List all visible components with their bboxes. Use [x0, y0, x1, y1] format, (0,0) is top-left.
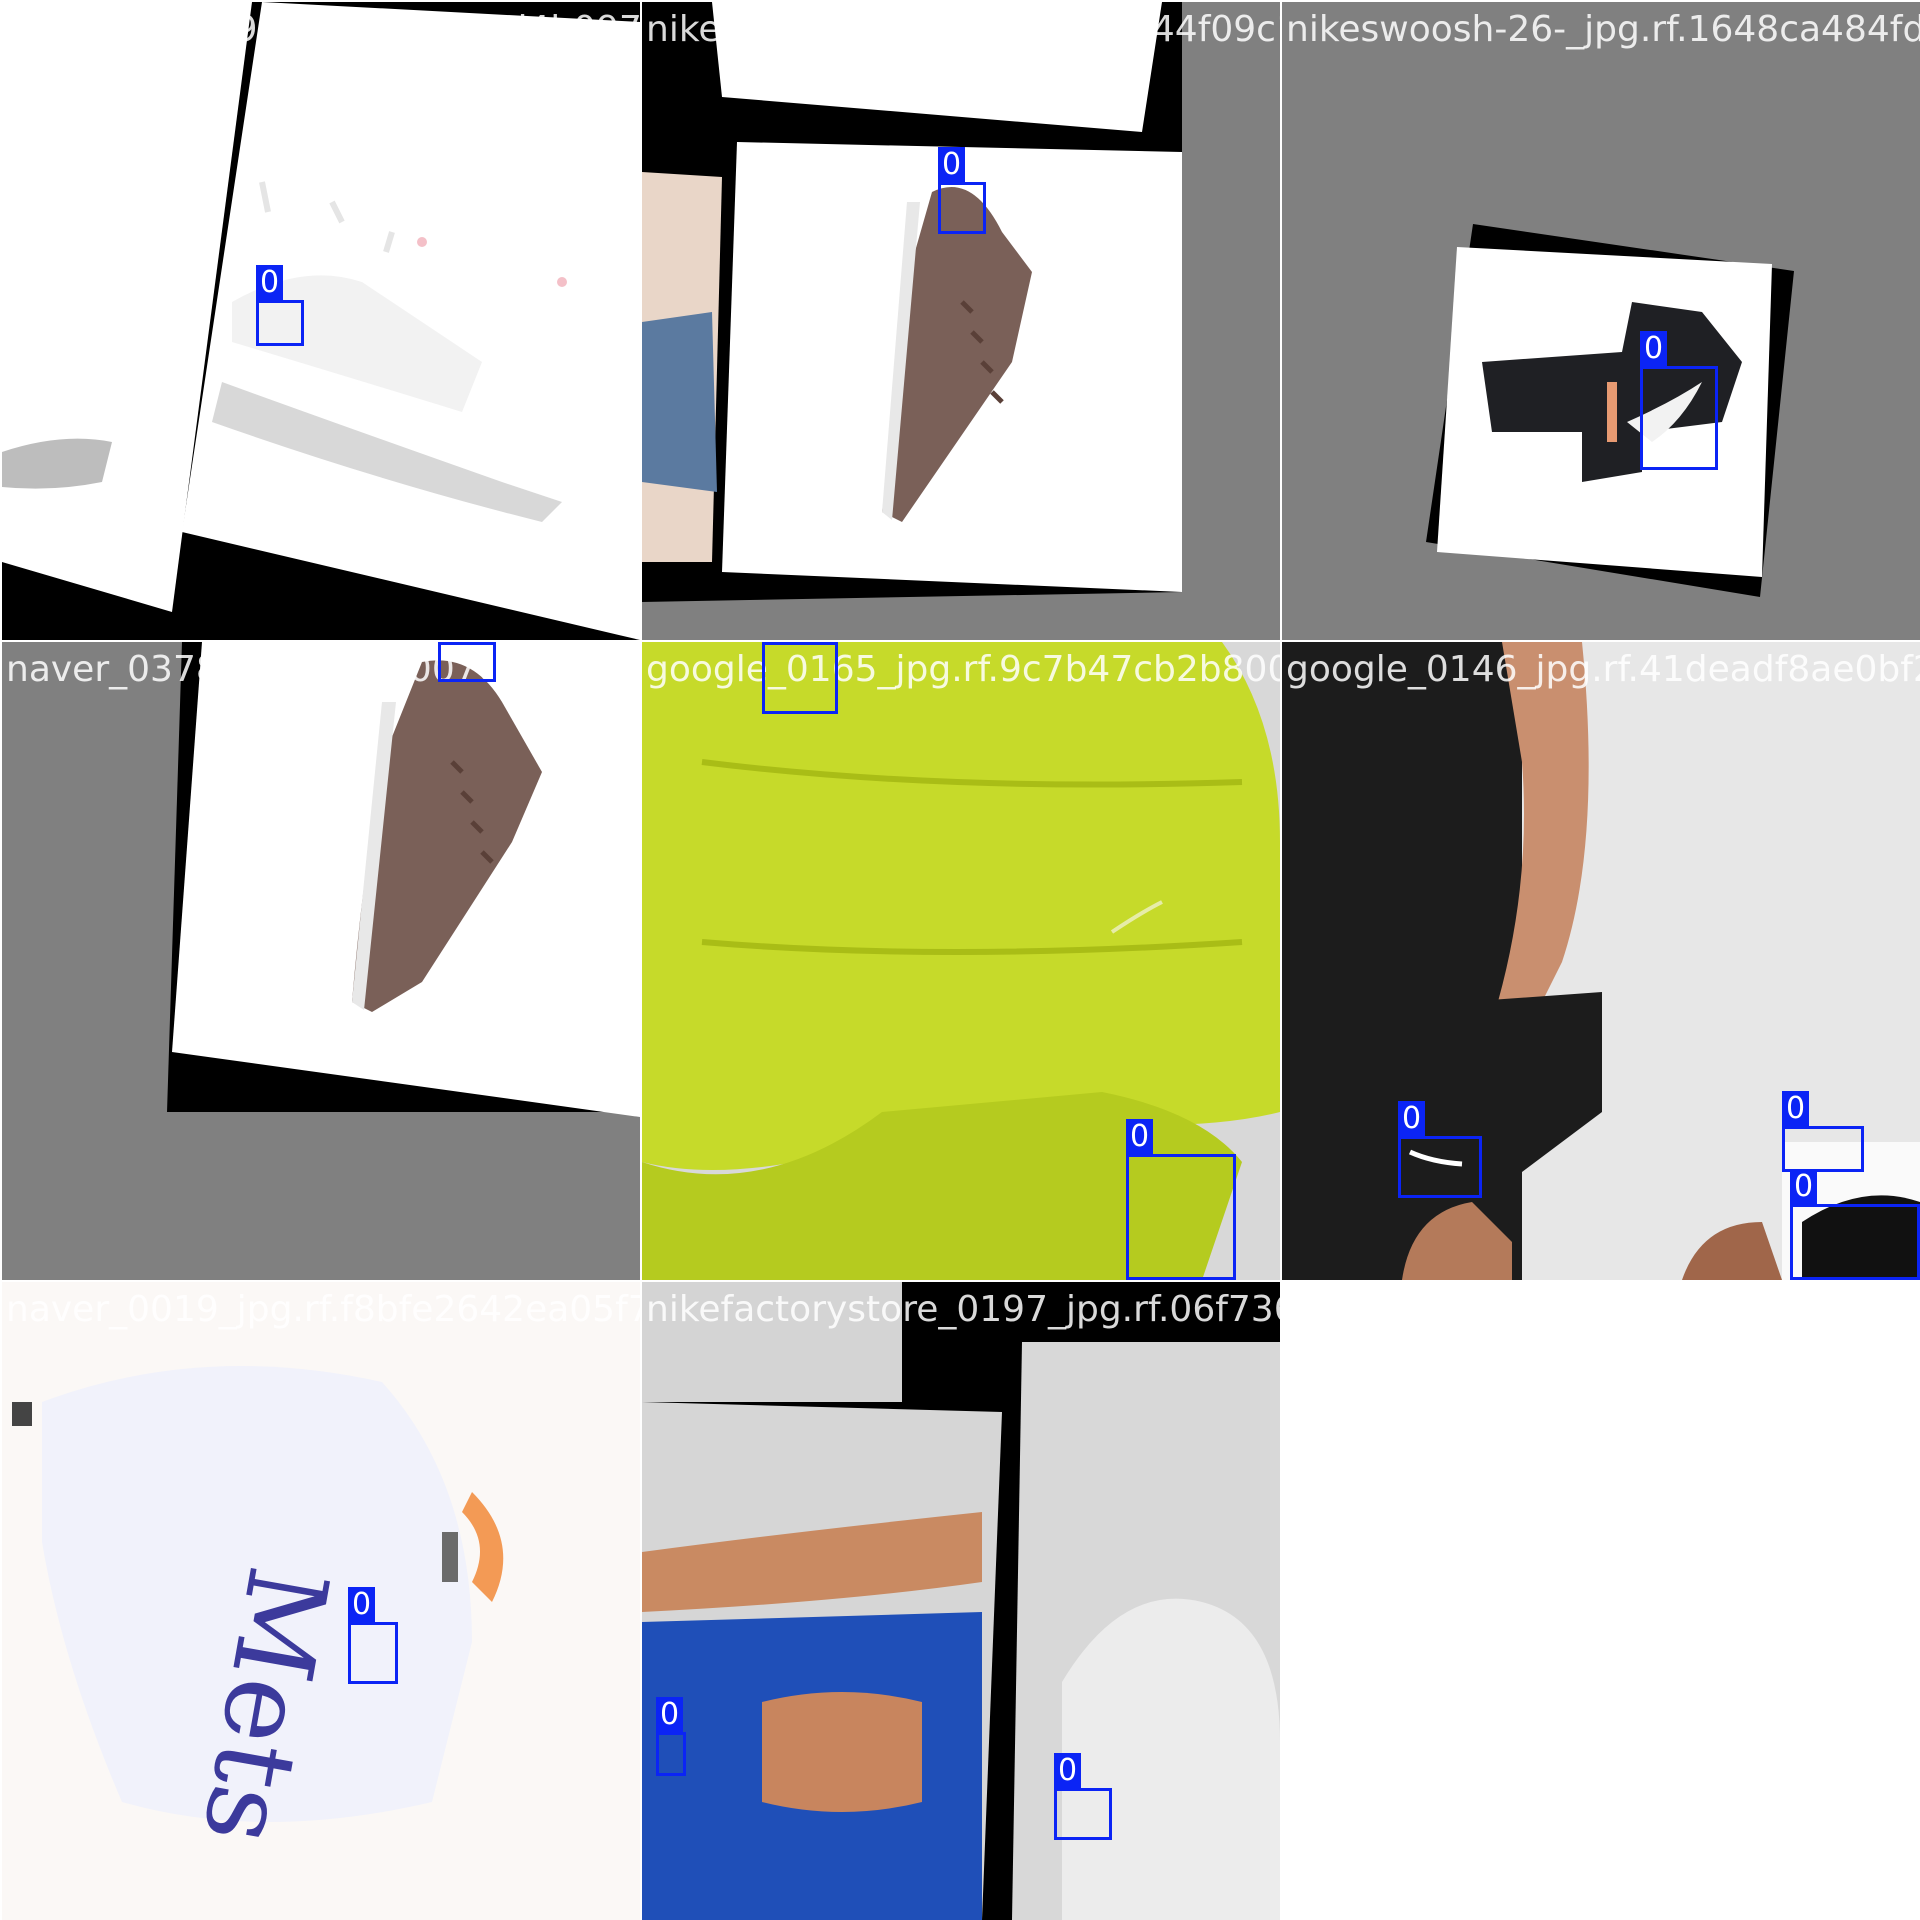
class-label: 0: [938, 147, 966, 183]
detection-box: 0: [1782, 1091, 1864, 1172]
tile-image: [1282, 642, 1920, 1280]
mosaic-tile: nikeswoosh-26-_jpg.rf.1648ca484fd03 0: [1282, 2, 1920, 640]
mosaic-tile: nike-lifestyle99_jpg.rf.a8bfed4b0976b18 …: [2, 2, 640, 640]
detection-box: 0: [348, 1587, 398, 1684]
tile-image: [642, 1282, 1280, 1920]
detection-box: 0: [256, 265, 304, 346]
class-label: 0: [1126, 1119, 1154, 1155]
class-label: 0: [1640, 331, 1668, 367]
class-label: 0: [1782, 1091, 1810, 1127]
tile-image: [642, 2, 1280, 640]
class-label: 0: [438, 642, 466, 643]
detection-box: 0: [1790, 1169, 1920, 1280]
detection-box: 0: [1640, 331, 1718, 470]
mosaic-tile: nikeswoosh-31-_jpg.rf.8507f44f09c102f4 0: [642, 2, 1280, 640]
mosaic-tile: google_0165_jpg.rf.9c7b47cb2b800… 0 0: [642, 642, 1280, 1280]
mosaic-tile: google_0146_jpg.rf.41deadf8ae0bf24 0 0 0: [1282, 642, 1920, 1280]
mosaic-tile: naver_0378_jpg.rf.319007632…2038… 0: [2, 642, 640, 1280]
detection-box: 0: [1054, 1753, 1112, 1840]
detection-box: 0: [762, 642, 838, 714]
detection-box: 0: [1398, 1101, 1482, 1198]
tile-image: [2, 2, 640, 640]
empty-tile: [1282, 1282, 1920, 1920]
detection-box: 0: [438, 642, 496, 682]
class-label: 0: [656, 1697, 684, 1733]
class-label: 0: [1398, 1101, 1426, 1137]
tile-image: [642, 642, 1280, 1280]
class-label: 0: [256, 265, 284, 301]
detection-box: 0: [656, 1697, 686, 1776]
detection-box: 0: [1126, 1119, 1236, 1280]
tile-image: Mets: [2, 1282, 640, 1920]
tile-image: [1282, 2, 1920, 640]
class-label: 0: [1790, 1169, 1818, 1205]
detection-box: 0: [938, 147, 986, 234]
class-label: 0: [348, 1587, 376, 1623]
class-label: 0: [1054, 1753, 1082, 1789]
tile-image: [2, 642, 640, 1280]
mosaic-tile: nikefactorystore_0197_jpg.rf.06f7362aead…: [642, 1282, 1280, 1920]
mosaic-tile: Mets naver_0019_jpg.rf.f8bfe2642ea05f7b5…: [2, 1282, 640, 1920]
class-label: 0: [762, 642, 790, 643]
